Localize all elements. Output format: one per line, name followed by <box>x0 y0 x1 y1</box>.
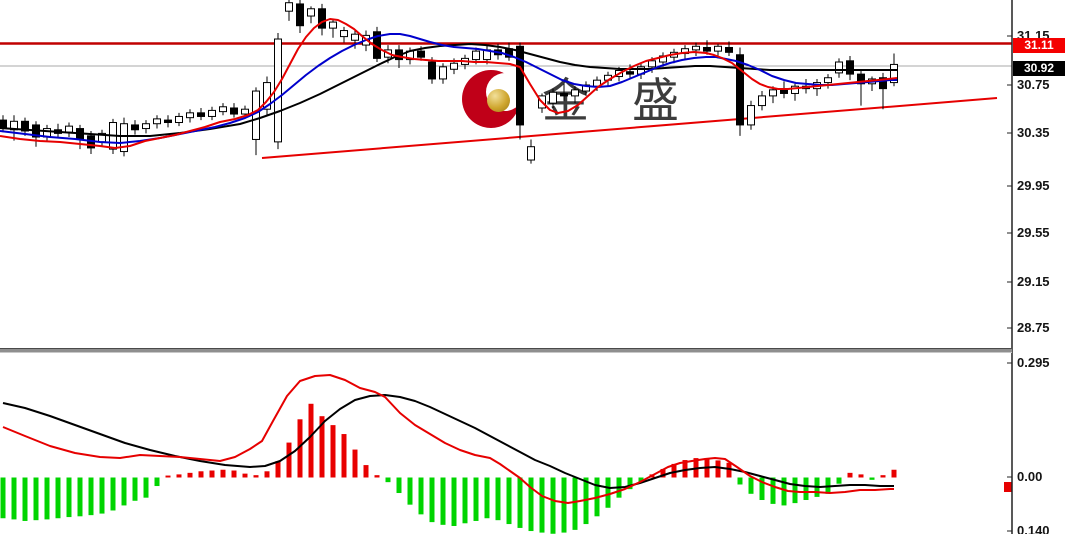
brand-logo-text: 金 盛 <box>542 73 695 127</box>
last-price-badge: 30.92 <box>1013 61 1065 76</box>
panel-splitter[interactable] <box>0 348 1012 353</box>
price-axis[interactable] <box>1012 0 1065 534</box>
resistance-price-badge: 31.11 <box>1013 38 1065 53</box>
